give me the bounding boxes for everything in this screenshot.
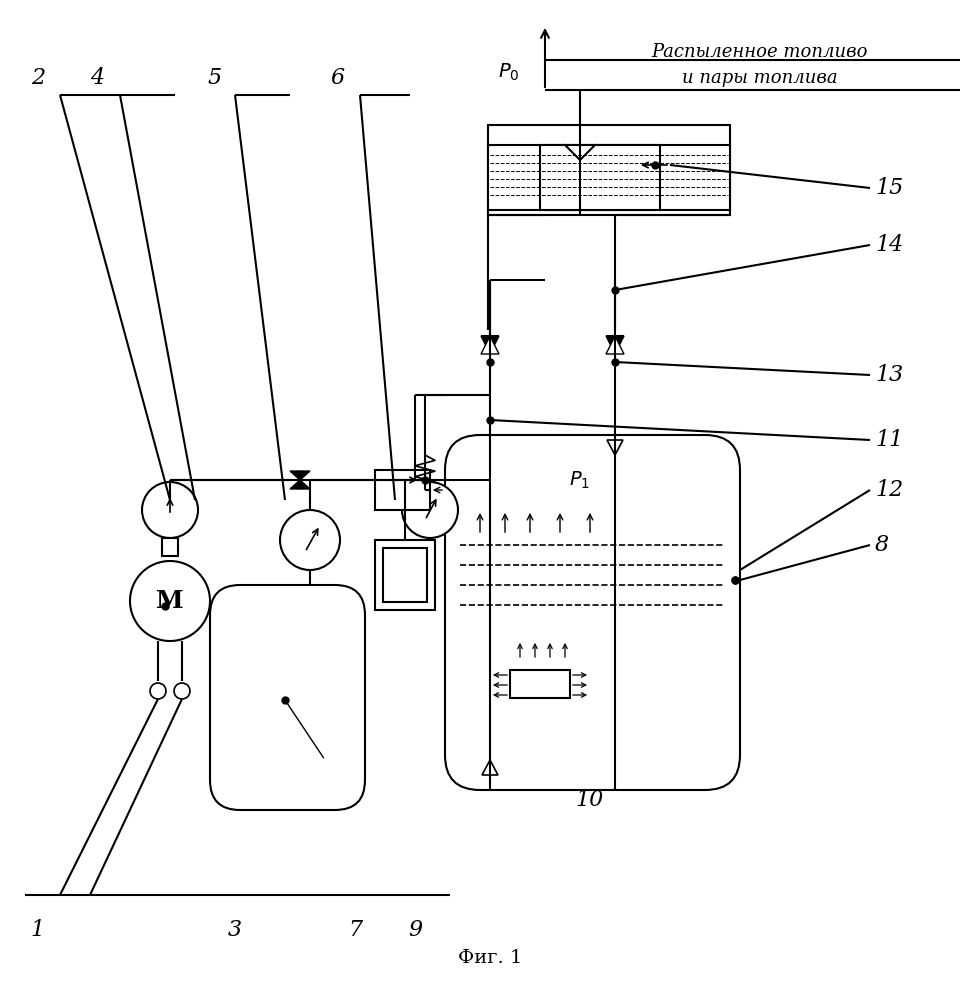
Polygon shape <box>290 480 310 489</box>
Bar <box>375 540 435 610</box>
Text: $P_0$: $P_0$ <box>499 61 520 83</box>
Text: 14: 14 <box>875 234 904 256</box>
Text: 12: 12 <box>875 479 904 501</box>
Polygon shape <box>607 440 623 455</box>
Bar <box>540 145 660 210</box>
Text: 3: 3 <box>228 919 242 941</box>
Circle shape <box>280 510 340 570</box>
Text: 8: 8 <box>875 534 889 556</box>
FancyBboxPatch shape <box>210 585 365 810</box>
Circle shape <box>150 683 166 699</box>
Bar <box>510 670 570 698</box>
Bar <box>162 538 178 556</box>
Text: 7: 7 <box>348 919 362 941</box>
Circle shape <box>402 482 458 538</box>
Polygon shape <box>290 471 310 480</box>
Polygon shape <box>481 336 499 354</box>
Text: 13: 13 <box>875 364 904 386</box>
Polygon shape <box>606 336 624 354</box>
Polygon shape <box>481 336 499 354</box>
Text: Распыленное топливо: Распыленное топливо <box>652 43 868 61</box>
Bar <box>488 150 730 190</box>
Polygon shape <box>482 760 498 775</box>
Text: 10: 10 <box>576 789 604 811</box>
Text: $P_1$: $P_1$ <box>569 469 591 491</box>
Circle shape <box>130 561 210 641</box>
Text: 4: 4 <box>90 67 104 89</box>
Bar <box>488 125 730 215</box>
Circle shape <box>142 482 198 538</box>
Bar <box>488 145 730 210</box>
FancyBboxPatch shape <box>445 435 740 790</box>
Text: 15: 15 <box>875 177 904 199</box>
Text: 5: 5 <box>208 67 222 89</box>
Text: Фиг. 1: Фиг. 1 <box>458 949 522 967</box>
Text: 2: 2 <box>31 67 45 89</box>
Polygon shape <box>606 336 624 354</box>
Text: M: M <box>156 589 184 613</box>
Bar <box>383 548 427 602</box>
Text: 6: 6 <box>330 67 344 89</box>
Bar <box>375 470 430 510</box>
Text: 1: 1 <box>31 919 45 941</box>
Text: 11: 11 <box>875 429 904 451</box>
Text: 9: 9 <box>408 919 422 941</box>
Circle shape <box>174 683 190 699</box>
Text: и пары топлива: и пары топлива <box>682 69 838 87</box>
